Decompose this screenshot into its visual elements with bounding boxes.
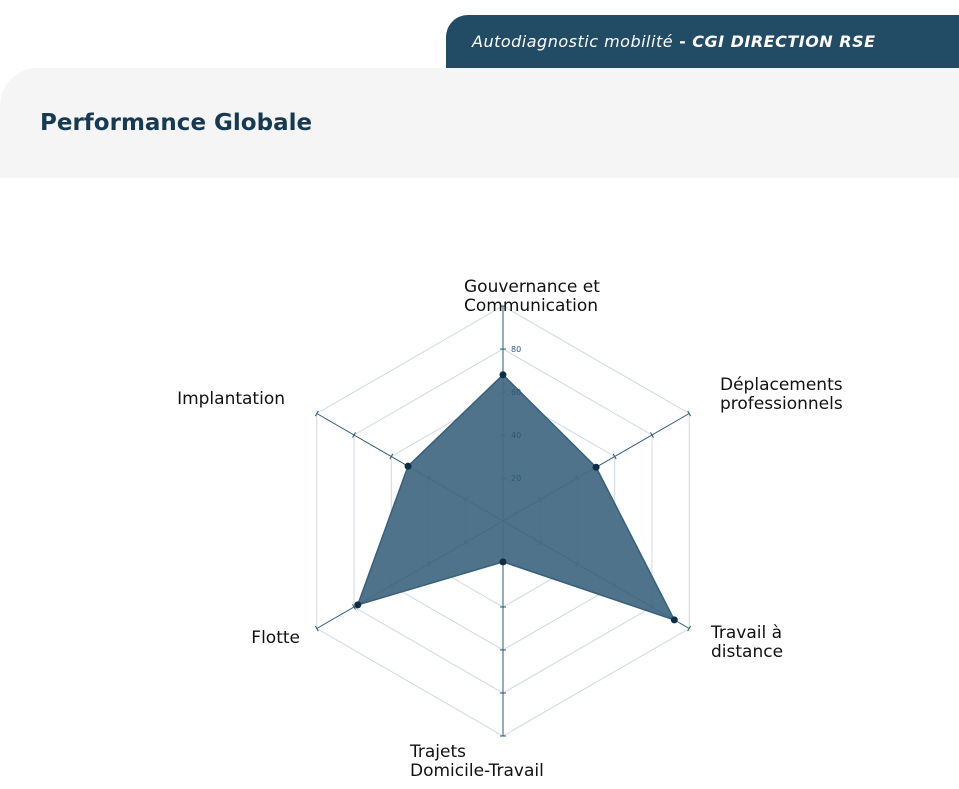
data-point-2 — [670, 616, 678, 624]
axis-label-1: Déplacements professionnels — [720, 375, 843, 414]
page-title: Performance Globale — [40, 110, 313, 136]
axis-label-3: Trajets Domicile-Travail — [409, 742, 544, 781]
radar-ticks: 20 40 60 80 — [511, 345, 521, 483]
series-area — [356, 373, 676, 622]
axis-tick-mark — [612, 453, 617, 460]
tick-label: 40 — [511, 431, 521, 440]
axis-tick-mark — [650, 432, 654, 438]
report-header-tab: Autodiagnostic mobilité - CGI DIRECTION … — [446, 15, 959, 68]
tick-label: 80 — [511, 345, 521, 354]
tick-label: 60 — [511, 388, 521, 397]
data-point-3 — [499, 558, 507, 566]
radar-axis-labels: Gouvernance et Communication Déplacements p… — [177, 277, 843, 781]
data-point-4 — [354, 601, 362, 609]
axis-tick-mark — [687, 625, 692, 632]
axis-tick-mark — [352, 432, 356, 438]
report-subtitle: Autodiagnostic mobilité — [472, 32, 674, 51]
data-point-1 — [592, 463, 600, 471]
axis-tick-mark — [389, 453, 394, 460]
header-separator: - — [679, 32, 687, 51]
axis-tick-mark — [352, 604, 356, 610]
axis-label-5: Implantation — [177, 389, 285, 409]
axis-tick-mark — [314, 625, 319, 632]
data-point-0 — [499, 371, 507, 379]
axis-tick-mark — [314, 410, 319, 417]
data-point-5 — [404, 462, 412, 470]
section-header-card — [0, 68, 959, 178]
axis-label-2: Travail à distance — [710, 623, 783, 662]
axis-tick-mark — [687, 410, 692, 417]
axis-label-0: Gouvernance et Communication — [464, 277, 600, 316]
tick-label: 20 — [511, 474, 521, 483]
organization-name: CGI DIRECTION RSE — [692, 32, 876, 51]
axis-label-4: Flotte — [251, 628, 300, 648]
radar-series — [354, 371, 678, 624]
